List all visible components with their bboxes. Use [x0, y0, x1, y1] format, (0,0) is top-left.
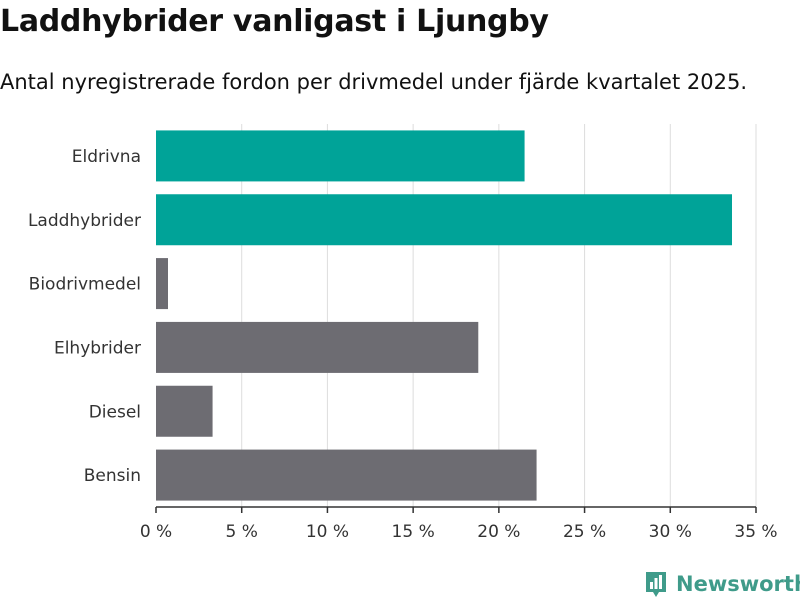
brand-name: Newsworthy: [676, 572, 800, 596]
category-label: Elhybrider: [54, 338, 141, 358]
x-tick-label: 20 %: [477, 522, 520, 542]
chart-title: Laddhybrider vanligast i Ljungby: [0, 4, 549, 39]
x-tick-label: 10 %: [306, 522, 349, 542]
bar-elhybrider: [156, 321, 479, 373]
brand-logo: Newsworthy: [644, 570, 800, 598]
x-tick-label: 35 %: [734, 522, 777, 542]
bar-diesel: [156, 385, 213, 437]
bar-laddhybrider: [156, 194, 732, 246]
newsworthy-logo-icon: [646, 572, 666, 597]
x-tick-label: 25 %: [563, 522, 606, 542]
category-label: Bensin: [84, 466, 141, 486]
bar-biodrivmedel: [156, 258, 168, 310]
category-label: Diesel: [89, 402, 141, 422]
category-label: Biodrivmedel: [29, 275, 141, 295]
bar-eldrivna: [156, 130, 525, 182]
bar-bensin: [156, 449, 537, 501]
category-label: Laddhybrider: [28, 211, 141, 231]
x-tick-label: 30 %: [649, 522, 692, 542]
chart-subtitle: Antal nyregistrerade fordon per drivmede…: [0, 70, 748, 94]
x-tick-label: 0 %: [140, 522, 172, 542]
category-label: Eldrivna: [72, 147, 141, 167]
x-tick-label: 15 %: [392, 522, 435, 542]
x-tick-label: 5 %: [226, 522, 258, 542]
